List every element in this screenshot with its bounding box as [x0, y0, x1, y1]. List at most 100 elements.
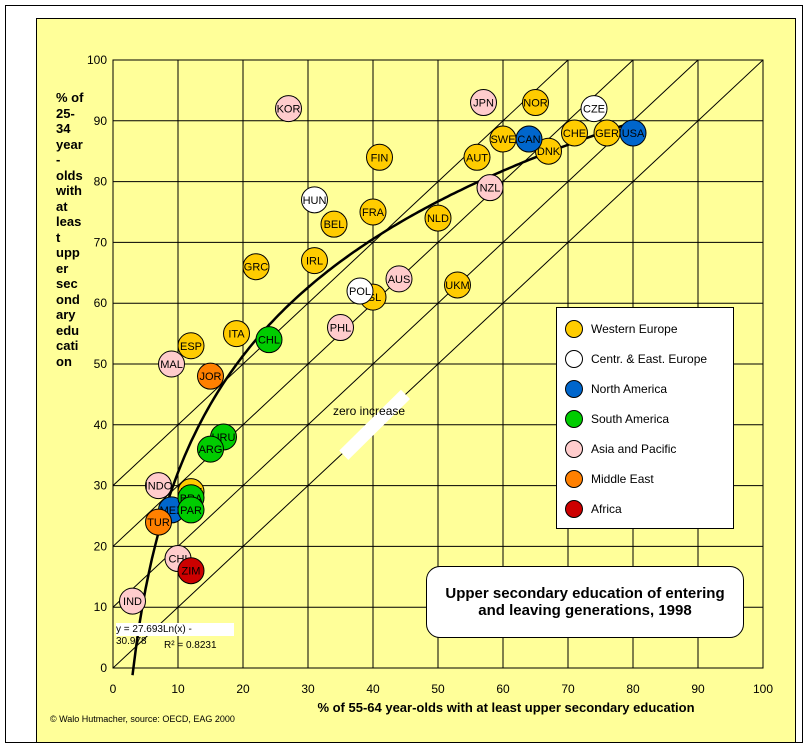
point-marker [177, 557, 205, 585]
point-label: KOR [277, 104, 301, 116]
point-ind: IND [119, 587, 146, 615]
y-tick-label: 40 [94, 418, 108, 432]
y-tick-label: 0 [100, 661, 107, 675]
point-label: NOR [523, 98, 548, 110]
point-label: FIN [371, 152, 389, 164]
point-marker [197, 435, 224, 463]
point-label: IND [123, 596, 142, 608]
x-tick-label: 60 [496, 682, 510, 696]
point-marker [145, 508, 172, 536]
point-usa: USA [619, 119, 647, 147]
point-phl: PHL [327, 314, 354, 342]
point-marker [242, 253, 270, 281]
y-tick-label: 30 [94, 479, 108, 493]
point-fin: FIN [366, 143, 393, 171]
x-tick-label: 10 [171, 682, 185, 696]
point-marker [119, 587, 146, 615]
y-axis-label: % of 25-34 year-olds with at least upper… [56, 90, 84, 369]
diagonal-line [113, 60, 763, 668]
point-label: CZE [583, 104, 605, 116]
point-label: FRA [362, 207, 385, 219]
point-esp: ESP [177, 332, 205, 360]
point-indo: INDO [145, 472, 173, 500]
point-irl: IRL [301, 247, 328, 275]
point-label: GRC [244, 262, 269, 274]
point-label: MAL [160, 359, 183, 371]
legend-item: North America [565, 378, 667, 400]
point-label: AUS [388, 274, 411, 286]
point-marker [346, 277, 374, 305]
point-label: SWE [490, 134, 515, 146]
legend-item: Africa [565, 498, 622, 520]
point-aus: AUS [385, 265, 413, 293]
point-label: JOR [200, 371, 222, 383]
x-axis-label: % of 55-64 year-olds with at least upper… [317, 700, 695, 715]
point-mal: MAL [158, 350, 185, 378]
point-marker [301, 247, 328, 275]
x-tick-label: 70 [561, 682, 575, 696]
point-marker [255, 326, 283, 354]
point-label: CHE [563, 128, 586, 140]
point-marker [424, 204, 452, 232]
point-jpn: JPN [470, 89, 497, 117]
legend-swatch [565, 380, 583, 398]
point-cze: CZE [580, 95, 608, 123]
legend-label: Western Europe [591, 322, 678, 336]
y-tick-label: 50 [94, 357, 108, 371]
x-tick-label: 90 [691, 682, 705, 696]
point-dnk: DNK [535, 137, 562, 165]
zero-increase-label: zero increase [333, 404, 406, 418]
point-label: TUR [147, 517, 170, 529]
data-points: NOR SWE CHE GER DNK AUT FIN FRA NLD BEL IRL GRC UKM I… [119, 89, 647, 615]
point-grc: GRC [242, 253, 270, 281]
point-marker [197, 362, 224, 390]
point-kor: KOR [275, 95, 302, 123]
point-ita: ITA [223, 320, 250, 348]
trendline-equation-line1: y = 27.693Ln(x) - [116, 623, 234, 636]
point-marker [301, 186, 328, 214]
legend-swatch [565, 410, 583, 428]
point-pol: POL [346, 277, 374, 305]
point-label: PAR [180, 505, 202, 517]
point-nor: NOR [522, 89, 549, 117]
legend-swatch [565, 320, 583, 338]
point-par: PAR [177, 496, 205, 524]
legend-swatch [565, 470, 583, 488]
point-label: BEL [324, 219, 345, 231]
point-marker [515, 125, 543, 153]
y-tick-label: 80 [94, 175, 108, 189]
x-tick-label: 100 [753, 682, 773, 696]
point-marker [327, 314, 354, 342]
point-label: USA [622, 128, 645, 140]
point-marker [522, 89, 549, 117]
point-label: ARG [199, 444, 223, 456]
point-marker [580, 95, 608, 123]
point-label: IRL [306, 256, 323, 268]
point-marker [619, 119, 647, 147]
point-marker [145, 472, 172, 500]
point-marker [470, 89, 497, 117]
point-swe: SWE [489, 125, 517, 153]
y-tick-label: 90 [94, 114, 108, 128]
point-che: CHE [561, 119, 588, 147]
x-tick-label: 0 [110, 682, 117, 696]
point-aut: AUT [463, 143, 491, 171]
x-tick-label: 20 [236, 682, 250, 696]
point-marker [535, 137, 562, 165]
legend-swatch [565, 440, 583, 458]
point-marker [177, 496, 205, 524]
legend-item: Centr. & East. Europe [565, 348, 707, 370]
point-marker [223, 320, 250, 348]
zero-increase-bar [339, 389, 411, 460]
legend-item: Western Europe [565, 318, 678, 340]
diagonal-line [113, 60, 699, 608]
zero-increase-marker [339, 389, 411, 460]
legend-item: South America [565, 408, 669, 430]
point-hun: HUN [301, 186, 328, 214]
point-label: CHL [258, 335, 280, 347]
legend-label: Asia and Pacific [591, 442, 677, 456]
point-fra: FRA [359, 198, 387, 226]
legend-label: Middle East [591, 472, 654, 486]
point-can: CAN [515, 125, 543, 153]
point-label: INDO [145, 481, 173, 493]
